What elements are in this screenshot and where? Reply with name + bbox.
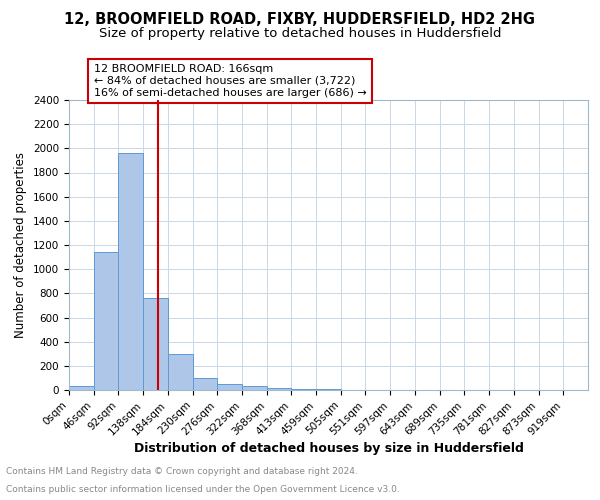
Bar bbox=[217, 384, 242, 390]
Text: 12, BROOMFIELD ROAD, FIXBY, HUDDERSFIELD, HD2 2HG: 12, BROOMFIELD ROAD, FIXBY, HUDDERSFIELD… bbox=[65, 12, 536, 28]
Bar bbox=[143, 298, 168, 390]
Text: Contains HM Land Registry data © Crown copyright and database right 2024.: Contains HM Land Registry data © Crown c… bbox=[6, 468, 358, 476]
Bar bbox=[291, 388, 316, 390]
Bar bbox=[267, 388, 291, 390]
Y-axis label: Number of detached properties: Number of detached properties bbox=[14, 152, 28, 338]
Bar bbox=[69, 386, 94, 390]
Bar bbox=[168, 354, 193, 390]
Text: 12 BROOMFIELD ROAD: 166sqm
← 84% of detached houses are smaller (3,722)
16% of s: 12 BROOMFIELD ROAD: 166sqm ← 84% of deta… bbox=[94, 64, 367, 98]
Bar bbox=[94, 252, 118, 390]
Bar bbox=[193, 378, 217, 390]
Text: Contains public sector information licensed under the Open Government Licence v3: Contains public sector information licen… bbox=[6, 485, 400, 494]
X-axis label: Distribution of detached houses by size in Huddersfield: Distribution of detached houses by size … bbox=[134, 442, 523, 455]
Bar bbox=[242, 386, 267, 390]
Text: Size of property relative to detached houses in Huddersfield: Size of property relative to detached ho… bbox=[99, 28, 501, 40]
Bar bbox=[118, 153, 143, 390]
